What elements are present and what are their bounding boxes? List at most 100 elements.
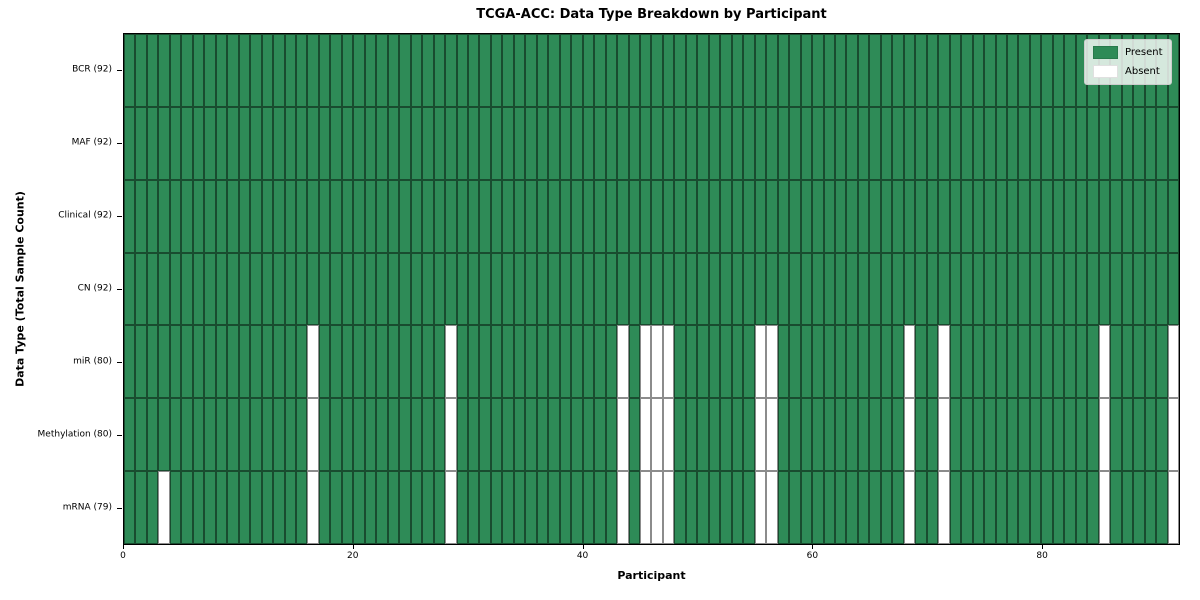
cell-maf-participant-57 — [777, 106, 790, 180]
cell-methylation-participant-30 — [468, 398, 480, 472]
cell-mir-participant-39 — [571, 325, 583, 399]
legend: Present Absent — [1084, 39, 1172, 85]
cell-cn-participant-58 — [789, 252, 801, 326]
cell-maf-participant-14 — [284, 106, 296, 180]
cell-clinical-participant-0 — [124, 179, 136, 253]
cell-methylation-participant-71 — [938, 398, 950, 472]
cell-cn-participant-47 — [662, 252, 675, 326]
cell-mrna-participant-4 — [169, 471, 182, 544]
cell-cn-participant-14 — [284, 252, 296, 326]
cell-maf-participant-47 — [662, 106, 675, 180]
cell-bcr-participant-82 — [1064, 34, 1076, 107]
cell-mir-participant-71 — [938, 325, 950, 399]
cell-mrna-participant-57 — [777, 471, 790, 544]
cell-methylation-participant-25 — [410, 398, 423, 472]
cell-maf-participant-21 — [364, 106, 377, 180]
cell-cn-participant-41 — [594, 252, 606, 326]
cell-mrna-participant-64 — [857, 471, 870, 544]
cell-clinical-participant-31 — [479, 179, 491, 253]
cell-clinical-participant-56 — [766, 179, 778, 253]
cell-clinical-participant-4 — [169, 179, 182, 253]
cell-methylation-participant-67 — [892, 398, 904, 472]
cell-mrna-participant-5 — [181, 471, 193, 544]
cell-methylation-participant-53 — [731, 398, 744, 472]
cell-maf-participant-40 — [582, 106, 595, 180]
cell-maf-participant-87 — [1121, 106, 1134, 180]
cell-bcr-participant-34 — [513, 34, 526, 107]
cell-clinical-participant-55 — [754, 179, 767, 253]
cell-maf-participant-66 — [880, 106, 893, 180]
cell-cn-participant-67 — [892, 252, 904, 326]
cell-clinical-participant-35 — [525, 179, 537, 253]
cell-mrna-participant-16 — [307, 471, 319, 544]
cell-methylation-participant-49 — [685, 398, 698, 472]
cell-mrna-participant-36 — [536, 471, 549, 544]
cell-maf-participant-53 — [731, 106, 744, 180]
cell-clinical-participant-91 — [1167, 179, 1179, 253]
cell-maf-participant-39 — [571, 106, 583, 180]
cell-mir-participant-90 — [1156, 325, 1168, 399]
cell-mir-participant-81 — [1052, 325, 1065, 399]
cell-cn-participant-33 — [502, 252, 514, 326]
cell-cn-participant-13 — [273, 252, 285, 326]
cell-cn-participant-46 — [651, 252, 663, 326]
cell-cn-participant-2 — [146, 252, 159, 326]
cell-mir-participant-76 — [995, 325, 1007, 399]
cell-mrna-participant-44 — [628, 471, 641, 544]
cell-maf-participant-81 — [1052, 106, 1065, 180]
cell-mir-participant-3 — [158, 325, 170, 399]
cell-methylation-participant-90 — [1156, 398, 1168, 472]
cell-bcr-participant-60 — [812, 34, 824, 107]
cell-maf-participant-1 — [135, 106, 147, 180]
cell-cn-participant-26 — [422, 252, 434, 326]
cell-mir-participant-35 — [525, 325, 537, 399]
cell-clinical-participant-18 — [330, 179, 342, 253]
cell-methylation-participant-37 — [548, 398, 560, 472]
x-tick-mark — [1042, 545, 1044, 549]
cell-mir-participant-17 — [318, 325, 331, 399]
cell-maf-participant-35 — [525, 106, 537, 180]
cell-maf-participant-42 — [605, 106, 618, 180]
x-tick-label: 20 — [347, 551, 359, 561]
cell-mir-participant-88 — [1133, 325, 1145, 399]
cell-mrna-participant-89 — [1144, 471, 1157, 544]
cell-bcr-participant-53 — [731, 34, 744, 107]
cell-maf-participant-8 — [215, 106, 228, 180]
cell-bcr-participant-68 — [903, 34, 916, 107]
cell-methylation-participant-89 — [1144, 398, 1157, 472]
cell-methylation-participant-91 — [1167, 398, 1179, 472]
cell-bcr-participant-13 — [273, 34, 285, 107]
cell-methylation-participant-32 — [490, 398, 503, 472]
cell-bcr-participant-62 — [834, 34, 847, 107]
cell-methylation-participant-33 — [502, 398, 514, 472]
cell-clinical-participant-5 — [181, 179, 193, 253]
cell-mrna-participant-27 — [433, 471, 446, 544]
cell-methylation-participant-18 — [330, 398, 342, 472]
cell-clinical-participant-38 — [559, 179, 572, 253]
cell-mrna-participant-13 — [273, 471, 285, 544]
cell-methylation-participant-75 — [984, 398, 996, 472]
cell-mir-participant-42 — [605, 325, 618, 399]
cell-clinical-participant-7 — [204, 179, 216, 253]
cell-mir-participant-37 — [548, 325, 560, 399]
y-tick-label: BCR (92) — [72, 64, 112, 75]
cell-mrna-participant-66 — [880, 471, 893, 544]
cell-cn-participant-16 — [307, 252, 319, 326]
cell-maf-participant-55 — [754, 106, 767, 180]
cell-maf-participant-30 — [468, 106, 480, 180]
cell-cn-participant-5 — [181, 252, 193, 326]
cell-mir-participant-61 — [823, 325, 835, 399]
cell-clinical-participant-47 — [662, 179, 675, 253]
cell-maf-participant-60 — [812, 106, 824, 180]
cell-mrna-participant-19 — [341, 471, 354, 544]
cell-methylation-participant-57 — [777, 398, 790, 472]
cell-clinical-participant-67 — [892, 179, 904, 253]
cell-cn-participant-24 — [399, 252, 411, 326]
cell-cn-participant-84 — [1087, 252, 1099, 326]
cell-methylation-participant-24 — [399, 398, 411, 472]
cell-clinical-participant-79 — [1029, 179, 1042, 253]
cell-methylation-participant-44 — [628, 398, 641, 472]
cell-mir-participant-56 — [766, 325, 778, 399]
cell-maf-participant-54 — [743, 106, 755, 180]
cell-bcr-participant-22 — [376, 34, 388, 107]
